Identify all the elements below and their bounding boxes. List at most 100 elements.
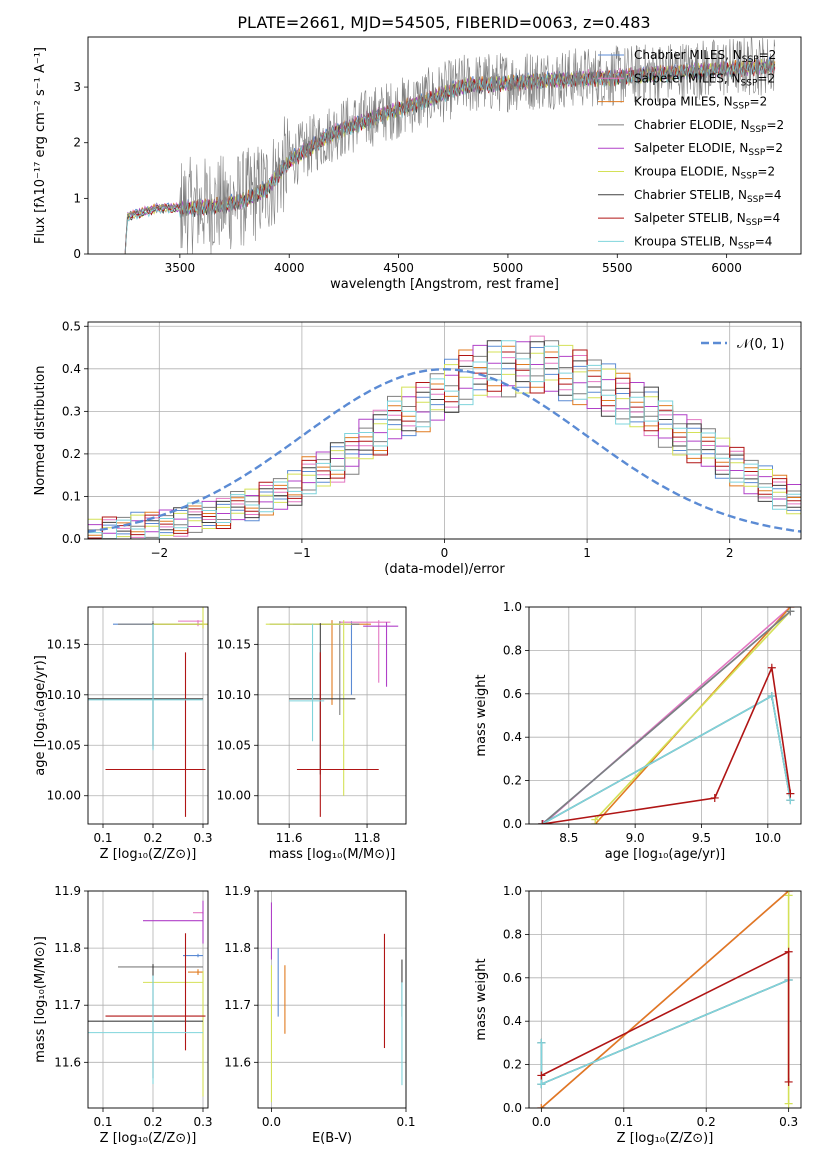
legend-label: Salpeter ELODIE, NSSP=2	[634, 141, 783, 158]
weight-marker	[784, 891, 793, 900]
weight-marker	[591, 815, 600, 824]
tick-label-y: 0	[73, 247, 81, 261]
legend-label: Chabrier MILES, NSSP=2	[634, 48, 776, 65]
axis-label-x: E(B-V)	[312, 1131, 352, 1146]
tick-label-y: 11.9	[224, 884, 251, 898]
legend-label: Kroupa STELIB, NSSP=4	[634, 234, 772, 251]
tick-label-y: 10.05	[217, 738, 251, 752]
axes-frame	[87, 606, 209, 825]
tick-label-y: 0.8	[503, 927, 522, 941]
tick-label-y: 10.15	[47, 637, 81, 651]
tick-label-x: 0.1	[93, 1115, 112, 1129]
tick-label-x: 5500	[602, 261, 633, 275]
tick-label-y: 10.00	[47, 789, 81, 803]
axis-label-x: Z [log₁₀(Z/Z⊙)]	[100, 1131, 197, 1146]
weight-marker	[786, 789, 795, 798]
tick-label-x: 0.2	[143, 831, 162, 845]
tick-label-x: 0.2	[697, 1115, 716, 1129]
tick-label-x: 9.5	[692, 831, 711, 845]
tick-label-x: 11.8	[354, 831, 381, 845]
tick-label-x: 1	[583, 546, 591, 560]
tick-label-y: 10.00	[217, 789, 251, 803]
tick-label-x: 0.3	[779, 1115, 798, 1129]
weight-marker	[784, 1077, 793, 1086]
panel-weight-vs-age: 8.5 9.0 9.5 10.0 0.0 0.2 0.4 0.6 0.8 1.0 age [log₁…	[474, 600, 802, 862]
tick-label-y: 11.7	[224, 998, 251, 1012]
tick-label-y: 11.6	[54, 1055, 81, 1069]
tick-label-x: 0.1	[614, 1115, 633, 1129]
tick-label-x: 0.1	[93, 831, 112, 845]
panel-age-vs-Z: 0.1 0.2 0.3 10.00 10.05 10.10 10.15 Z [log₁₀(Z/…	[33, 606, 213, 862]
axis-label-x: mass [log₁₀(M/M⊙)]	[269, 847, 396, 862]
legend-label: Kroupa ELODIE, NSSP=2	[634, 165, 775, 182]
plot-area	[537, 891, 793, 1108]
tick-label-y: 11.9	[54, 884, 81, 898]
tick-label-y: 0.4	[62, 362, 81, 376]
plot-area	[88, 900, 206, 1097]
tick-label-y: 1	[73, 191, 81, 205]
weight-marker	[538, 820, 547, 824]
axes-frame	[528, 606, 802, 825]
weight-marker	[537, 1038, 546, 1047]
tick-label-x: 10.0	[754, 831, 781, 845]
weight-marker	[539, 820, 548, 824]
panel-residuals: −2 −1 0 1 2 0.0 0.1 0.2 0.3 0.4 0.5 (data-model)/er…	[33, 319, 802, 577]
tick-label-y: 0.5	[62, 319, 81, 333]
histogram-step	[88, 349, 801, 539]
weight-line	[542, 664, 792, 824]
tick-label-x: 11.6	[276, 831, 303, 845]
tick-label-x: −2	[150, 546, 168, 560]
weight-marker	[710, 793, 719, 802]
weight-marker	[537, 1071, 546, 1080]
tick-label-y: 0.0	[503, 817, 522, 831]
weight-marker	[767, 691, 776, 700]
tick-label-y: 10.15	[217, 637, 251, 651]
tick-label-y: 11.8	[54, 941, 81, 955]
axes-frame	[87, 890, 209, 1109]
tick-label-x: 0.2	[143, 1115, 162, 1129]
plot-area	[88, 607, 208, 817]
data-spectrum-line	[124, 37, 776, 254]
tick-label-y: 10.10	[217, 688, 251, 702]
axis-label-x: Z [log₁₀(Z/Z⊙)]	[100, 847, 197, 862]
axis-label-y: Flux [fλ10⁻¹⁷ erg cm⁻² s⁻¹ A⁻¹]	[33, 47, 48, 244]
legend-label: Kroupa MILES, NSSP=2	[634, 95, 767, 112]
weight-marker	[767, 663, 776, 672]
tick-label-x: 5000	[493, 261, 524, 275]
tick-label-y: 0.0	[62, 532, 81, 546]
tick-label-y: 2	[73, 136, 81, 150]
axis-label-x: Z [log₁₀(Z/Z⊙)]	[617, 1131, 714, 1146]
tick-label-y: 11.7	[54, 998, 81, 1012]
weight-marker	[537, 1104, 546, 1108]
axis-label-y: age [log₁₀(age/yr)]	[33, 655, 48, 776]
histogram-step	[88, 340, 801, 539]
axes-frame	[87, 36, 802, 255]
weight-marker	[786, 607, 795, 616]
weight-line	[541, 610, 791, 824]
tick-label-y: 10.10	[47, 688, 81, 702]
histogram-step	[88, 340, 801, 539]
model-spectrum-line	[124, 59, 775, 254]
tick-label-x: 0.0	[532, 1115, 551, 1129]
legend-label: 𝒩(0, 1)	[737, 337, 784, 352]
normal-curve	[88, 368, 801, 533]
tick-label-y: 3	[73, 80, 81, 94]
panel-spectrum: 3500 4000 4500 5000 5500 6000 0 1 2 3 wavelength […	[33, 36, 802, 292]
legend-label: Chabrier STELIB, NSSP=4	[634, 188, 782, 205]
panel-age-vs-mass: 11.6 11.8 10.00 10.05 10.10 10.15 mass [log₁₀(…	[217, 606, 407, 862]
tick-label-x: 0.0	[262, 1115, 281, 1129]
tick-label-x: 9.0	[626, 831, 645, 845]
axis-label-y: Normed distribution	[33, 366, 48, 496]
tick-label-x: 4000	[274, 261, 305, 275]
tick-label-y: 0.0	[503, 1101, 522, 1115]
axis-label-y: mass [log₁₀(M/M⊙)]	[33, 936, 48, 1063]
panel-mass-vs-Z: 0.1 0.2 0.3 11.6 11.7 11.8 11.9 Z [log₁₀(Z/Z⊙)]…	[33, 884, 213, 1146]
axis-label-y: mass weight	[474, 958, 489, 1040]
tick-label-y: 0.6	[503, 971, 522, 985]
tick-label-x: 4500	[383, 261, 414, 275]
axes-frame	[87, 321, 802, 540]
plot-area	[270, 902, 403, 1103]
tick-label-x: 6000	[711, 261, 742, 275]
axis-label-x: (data-model)/error	[384, 562, 505, 577]
